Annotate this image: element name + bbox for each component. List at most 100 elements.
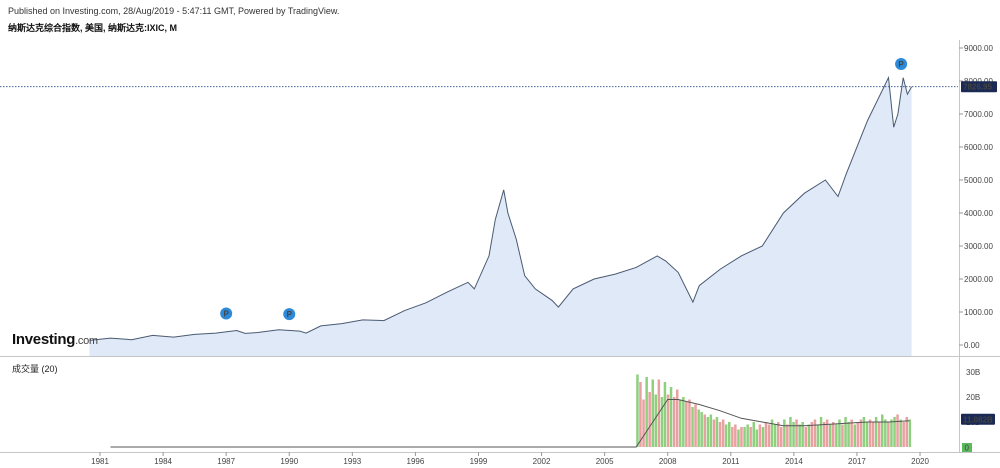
volume-bar [801,422,804,447]
volume-bar [663,382,667,447]
volume-ma-line [110,399,910,448]
event-markers[interactable]: P P P [220,58,908,321]
volume-bar [645,377,648,447]
volume-bars [110,374,912,448]
volume-bar [706,417,710,447]
time-tick-label: 1993 [343,457,361,466]
volume-bar [847,422,850,447]
volume-bar [786,424,789,447]
volume-bar [807,424,811,447]
time-tick-label: 2014 [785,457,803,466]
last-price-label: 7826.95 [963,83,992,92]
time-tick-label: 1984 [154,457,172,466]
volume-bar [676,389,679,447]
volume-bar [874,417,878,447]
volume-bar [703,414,706,447]
volume-bar [688,399,691,447]
volume-bar [642,399,645,447]
volume-bar [682,397,685,447]
volume-bar [709,414,713,447]
volume-bar [743,427,746,447]
time-tick-label: 2002 [533,457,551,466]
volume-bar [691,407,694,447]
event-marker[interactable] [220,307,233,320]
volume-bar [700,412,703,447]
volume-bar [777,422,780,447]
price-pane [89,75,913,356]
price-tick-label: 3000.00 [964,242,993,251]
volume-bar [666,394,670,447]
volume-bar [679,399,682,447]
volume-bar [832,422,835,447]
volume-bar [712,419,716,447]
volume-bar [822,422,826,447]
volume-bar [896,414,899,447]
volume-bar [890,419,893,447]
volume-bar [865,422,869,447]
investing-logo: Investing.com [12,331,98,348]
volume-bar [734,424,737,447]
volume-bar [871,422,875,447]
event-marker-label: P [224,309,230,318]
volume-tick-label: 20B [966,393,980,402]
volume-bar [758,424,762,447]
volume-bar [724,424,728,447]
volume-bar [749,427,752,447]
price-area [89,77,912,356]
volume-badge [961,413,995,425]
last-price-badge [961,81,997,93]
volume-bar [841,424,844,447]
volume-bar [761,427,765,447]
volume-bar [660,397,664,447]
time-tick-label: 1981 [91,457,109,466]
volume-bar [816,424,820,447]
volume-bar [651,379,654,447]
volume-zero-label: 0 [965,444,970,453]
volume-bar [887,422,890,447]
volume-bar [829,424,832,447]
volume-bar [902,422,905,447]
volume-bar [819,417,823,447]
price-tick-label: 7000.00 [964,110,993,119]
price-tick-label: 1000.00 [964,308,993,317]
event-marker[interactable] [283,308,296,321]
event-marker-label: P [287,310,293,319]
volume-bar [884,419,887,447]
volume-bar [697,409,700,447]
volume-bar [868,419,872,447]
price-tick-label: 0.00 [964,341,980,350]
volume-bar [764,422,768,447]
volume-title: 成交量 (20) [12,364,58,374]
published-caption: Published on Investing.com, 28/Aug/2019 … [8,6,340,16]
volume-bar [746,424,749,447]
time-tick-label: 2011 [722,457,740,466]
volume-bar [694,404,697,447]
volume-zero-badge [962,443,972,452]
volume-bar [838,419,841,447]
volume-bar [859,419,863,447]
volume-bar [752,422,755,447]
price-tick-label: 6000.00 [964,143,993,152]
time-tick-label: 1996 [407,457,425,466]
volume-bar [721,419,725,447]
volume-bar [672,397,676,447]
volume-bar [810,422,814,447]
volume-bar [878,422,881,447]
time-tick-label: 2017 [848,457,866,466]
volume-bar [899,419,902,447]
price-tick-label: 9000.00 [964,44,993,53]
volume-last-label: 11.082B [963,415,993,424]
volume-bar [856,422,859,447]
symbol-title: 纳斯达克综合指数, 美国, 纳斯达克:IXIC, M [8,23,178,33]
volume-bar [825,419,829,447]
volume-bar [783,419,786,447]
volume-bar [853,424,856,447]
time-tick-label: 2020 [911,457,929,466]
volume-bar [728,422,731,447]
volume-bar [770,419,774,447]
price-tick-label: 5000.00 [964,176,993,185]
volume-bar [862,417,866,447]
event-marker[interactable] [895,58,908,70]
time-axis: 1981 1984 1987 1990 1993 1996 1999 2002 2005 2008… [91,452,929,466]
